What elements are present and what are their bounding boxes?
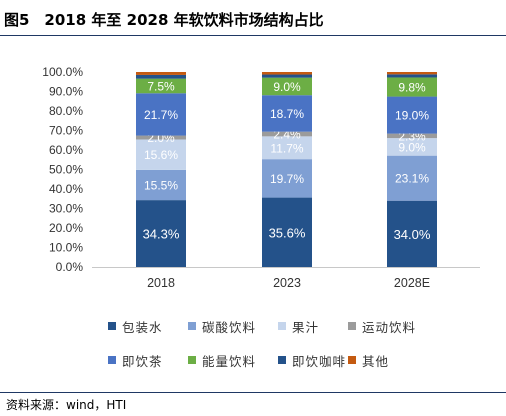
- stacked-bar-chart: 0.0% 10.0% 20.0% 30.0% 40.0% 50.0% 60.0% 70.0% 8…: [42, 65, 480, 290]
- source-divider: [0, 392, 506, 393]
- y-tick-label: 50.0%: [49, 163, 83, 177]
- data-label: 34.3%: [143, 227, 180, 242]
- y-tick-label: 10.0%: [49, 241, 83, 255]
- y-tick-label: 0.0%: [56, 260, 84, 274]
- y-tick-label: 70.0%: [49, 124, 83, 138]
- legend-label: 果汁: [292, 319, 320, 335]
- legend-item-bottled-water: 包装水: [108, 316, 188, 336]
- legend-label: 即饮咖啡: [292, 353, 347, 369]
- legend-label: 运动饮料: [362, 319, 417, 335]
- y-tick-label: 80.0%: [49, 104, 83, 118]
- legend-item-rtd-coffee: 即饮咖啡: [278, 350, 348, 370]
- bar-segment: [387, 72, 437, 75]
- bar-segment: [136, 200, 186, 267]
- bar-segment: [136, 135, 186, 140]
- legend-label: 能量饮料: [202, 353, 257, 369]
- legend-item-rtd-tea: 即饮茶: [108, 350, 188, 370]
- legend-label: 包装水: [122, 319, 163, 335]
- bar-segment: [136, 74, 186, 79]
- bar-segment: [262, 74, 312, 78]
- bar-segment: [387, 138, 437, 156]
- y-tick-label: 90.0%: [49, 85, 83, 99]
- legend-swatch: [188, 322, 196, 330]
- data-label: 15.6%: [144, 148, 178, 162]
- x-tick-label: 2018: [147, 276, 175, 290]
- legend-swatch: [348, 322, 356, 330]
- data-label: 11.7%: [270, 141, 303, 155]
- figure-title: 图5 2018 年至 2028 年软饮料市场结构占比: [4, 11, 324, 29]
- bar-segment: [387, 96, 437, 134]
- bar-segment: [262, 197, 312, 267]
- y-tick-label: 100.0%: [42, 65, 83, 79]
- legend-label: 其他: [362, 353, 390, 369]
- bar-segment: [262, 131, 312, 137]
- data-label: 23.1%: [395, 172, 429, 186]
- bar-segment: [387, 155, 437, 201]
- bar-segment: [136, 78, 186, 94]
- legend-swatch: [108, 356, 116, 364]
- legend-label: 碳酸饮料: [202, 319, 257, 335]
- legend-swatch: [348, 356, 356, 364]
- legend-item-energy-drink: 能量饮料: [188, 350, 278, 370]
- data-label: 15.5%: [144, 179, 178, 193]
- y-tick-label: 40.0%: [49, 182, 83, 196]
- y-tick-label: 20.0%: [49, 221, 83, 235]
- data-label: 7.5%: [147, 79, 175, 93]
- bar-segment: [262, 136, 312, 160]
- legend-item-carbonated: 碳酸饮料: [188, 316, 278, 336]
- bar-segment: [387, 77, 437, 97]
- bar-segment: [136, 93, 186, 136]
- data-label: 21.7%: [144, 108, 178, 122]
- bar-segment: [387, 200, 437, 267]
- bar-segment: [136, 139, 186, 170]
- bar-segment: [262, 72, 312, 75]
- y-tick-label: 60.0%: [49, 143, 83, 157]
- legend-swatch: [108, 322, 116, 330]
- legend-swatch: [278, 356, 286, 364]
- bar-segment: [136, 169, 186, 201]
- bar-segment: [387, 74, 437, 78]
- legend-row: 包装水 碳酸饮料 果汁 运动饮料: [108, 316, 428, 336]
- legend-label: 即饮茶: [122, 353, 163, 369]
- title-divider: [0, 35, 506, 36]
- title-bar: 图5 2018 年至 2028 年软饮料市场结构占比: [0, 0, 506, 40]
- legend-row: 即饮茶 能量饮料 即饮咖啡 其他: [108, 350, 428, 370]
- bar-segment: [136, 72, 186, 75]
- legend-item-other: 其他: [348, 350, 428, 370]
- data-label: 19.0%: [395, 109, 429, 123]
- y-tick-label: 30.0%: [49, 202, 83, 216]
- data-label: 19.7%: [270, 172, 304, 186]
- data-label: 9.0%: [273, 80, 301, 94]
- data-label: 18.7%: [270, 107, 304, 121]
- data-label: 35.6%: [269, 225, 306, 240]
- bar-segment: [262, 95, 312, 132]
- data-label: 9.0%: [398, 140, 426, 154]
- data-label: 34.0%: [394, 227, 431, 242]
- x-tick-label: 2023: [273, 276, 301, 290]
- legend-item-juice: 果汁: [278, 316, 348, 336]
- source-note: 资料来源：wind，HTI: [6, 398, 127, 412]
- legend-item-sports-drink: 运动饮料: [348, 316, 428, 336]
- data-label: 9.8%: [398, 81, 426, 95]
- legend: 包装水 碳酸饮料 果汁 运动饮料 即饮茶 能量饮料 即饮咖啡 其他: [108, 316, 428, 384]
- bar-segment: [387, 133, 437, 139]
- bar-segment: [262, 77, 312, 96]
- x-tick-label: 2028E: [394, 276, 430, 290]
- legend-swatch: [278, 322, 286, 330]
- bar-segment: [262, 159, 312, 198]
- legend-swatch: [188, 356, 196, 364]
